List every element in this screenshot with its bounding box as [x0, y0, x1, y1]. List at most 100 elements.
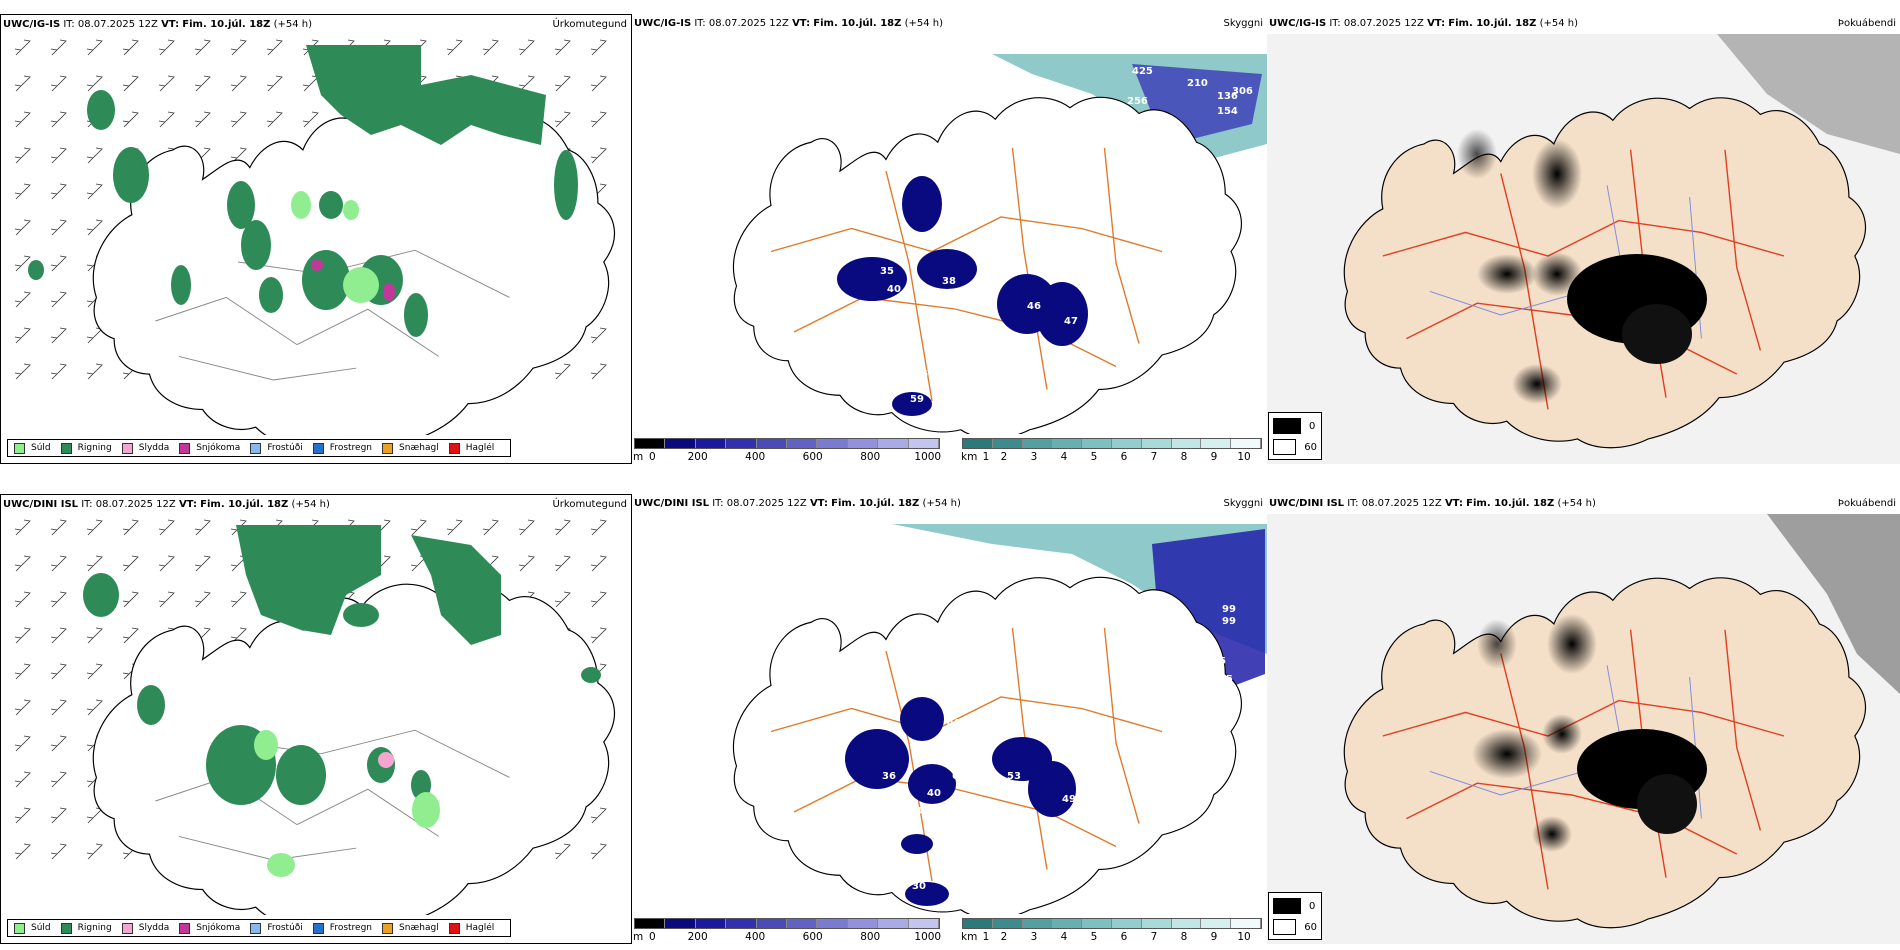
colorbar-tick: 3: [1030, 451, 1038, 463]
panel-title: Skyggni: [1223, 18, 1263, 29]
legend-label: Snæhagl: [399, 443, 439, 453]
cloud-base-value: 130: [1137, 610, 1158, 621]
colorbar-tick: 0: [649, 931, 656, 943]
panel-title: Þokuábendi: [1837, 498, 1896, 509]
legend-swatch: [382, 442, 394, 454]
legend-item: Snæhagl: [382, 442, 439, 454]
panel-title: Skyggni: [1223, 498, 1263, 509]
panel-header: UWC/DINI ISL IT: 08.07.2025 12Z VT: Fim.…: [3, 499, 330, 510]
cloud-base-value: 306: [1232, 86, 1253, 97]
legend-item: Rigning: [60, 922, 112, 934]
colorbar-tick: 600: [802, 931, 823, 943]
fog-panel-bottom: UWC/DINI ISL IT: 08.07.2025 12Z VT: Fim.…: [1267, 494, 1900, 944]
colorbar-tick: 10: [1237, 931, 1251, 943]
legend-swatch: [60, 442, 72, 454]
cloud-base-value: 30: [912, 881, 926, 892]
cloud-base-value: 36: [882, 771, 896, 782]
cloud-base-value: 40: [927, 788, 941, 799]
visibility-colorbar: km 1 2 3 4 5 6 7 8 9 10: [961, 438, 1262, 464]
colorbar-tick: 9: [1210, 931, 1218, 943]
legend-swatch: [312, 922, 324, 934]
panel-header: UWC/IG-IS IT: 08.07.2025 12Z VT: Fim. 10…: [1269, 18, 1578, 29]
colorbar-tick: 1000: [914, 451, 942, 463]
colorbar-tick: 1: [982, 931, 990, 943]
colorbar-tick: 6: [1120, 451, 1128, 463]
legend-label: Slydda: [138, 443, 170, 453]
fog-legend-bottom: 0 60: [1268, 892, 1322, 940]
colorbar-tick: 7: [1150, 451, 1158, 463]
cloud-base-value: 46: [1027, 301, 1041, 312]
colorbar-tick: 400: [745, 931, 766, 943]
legend-swatch: [121, 442, 133, 454]
cloud-base-value: 53: [1007, 771, 1021, 782]
legend-item: Snæhagl: [382, 922, 439, 934]
legend-item: Frostúði: [250, 922, 303, 934]
legend-label: Frostregn: [329, 923, 373, 933]
cloud-base-value: 210: [1187, 78, 1208, 89]
colorbar-tick: 9: [1210, 451, 1218, 463]
colorbar-tick: 6: [1120, 931, 1128, 943]
colorbar-tick: 400: [745, 451, 766, 463]
cloud-base-value: 62: [952, 771, 966, 782]
legend-item: Frostregn: [312, 442, 373, 454]
colorbar-tick: 600: [802, 451, 823, 463]
colorbar-tick: 200: [687, 931, 708, 943]
legend-label: Frostregn: [329, 443, 373, 453]
legend-label: Súld: [31, 443, 51, 453]
legend-item: Súld: [14, 442, 51, 454]
legend-swatch: [121, 922, 133, 934]
colorbar-unit: m: [633, 451, 644, 463]
colorbar-tick: 800: [860, 931, 881, 943]
precip-panel-top: UWC/IG-IS IT: 08.07.2025 12Z VT: Fim. 10…: [0, 14, 632, 464]
colorbar-tick: 4: [1060, 451, 1068, 463]
cloud-base-value: 256: [1127, 96, 1148, 107]
legend-swatch: [448, 442, 460, 454]
cloud-base-value: 55: [1152, 126, 1166, 137]
legend-label: Rigning: [77, 443, 112, 453]
legend-swatch: [14, 922, 25, 934]
cloud-base-value: 59: [1002, 268, 1016, 279]
legend-swatch: [179, 442, 191, 454]
legend-item: Snjókoma: [179, 442, 240, 454]
colorbar-tick: 1: [982, 451, 990, 463]
visibility-colorbar: km 1 2 3 4 5 6 7 8 9 10: [961, 918, 1262, 944]
cloud-base-value: 154: [1217, 106, 1238, 117]
panel-header: UWC/DINI ISL IT: 08.07.2025 12Z VT: Fim.…: [1269, 498, 1596, 509]
legend-item: Snjókoma: [179, 922, 240, 934]
colorbar-tick: 800: [860, 451, 881, 463]
cloud-base-value: 425: [1132, 66, 1153, 77]
cloud-base-value: 40: [947, 718, 961, 729]
colorbar-tick: 8: [1180, 931, 1188, 943]
cloud-base-value: 38: [942, 276, 956, 287]
precip-map: [14, 519, 616, 915]
colorbar-tick: 8: [1180, 451, 1188, 463]
cloud-base-value: 185: [1212, 674, 1233, 685]
cloud-base-value: 35: [880, 266, 894, 277]
legend-item: Frostregn: [312, 922, 373, 934]
legend-item: Slydda: [121, 922, 170, 934]
panel-header: UWC/DINI ISL IT: 08.07.2025 12Z VT: Fim.…: [634, 498, 961, 509]
cloud-base-value: 65: [905, 861, 919, 872]
colorbar-tick: 2: [1000, 451, 1008, 463]
legend-swatch: [14, 442, 25, 454]
panel-header: UWC/IG-IS IT: 08.07.2025 12Z VT: Fim. 10…: [634, 18, 943, 29]
colorbar-unit: km: [961, 931, 978, 943]
colorbar-tick: 1000: [914, 931, 942, 943]
cloud-base-value: 49: [1062, 794, 1076, 805]
cloud-base-value: 18: [1142, 621, 1156, 632]
legend-item: Haglél: [448, 442, 495, 454]
legend-label: Haglél: [465, 923, 495, 933]
legend-item: Súld: [14, 922, 51, 934]
cloud-base-value: 99: [1222, 604, 1236, 615]
legend-label: Haglél: [465, 443, 495, 453]
cloud-base-value: 59: [910, 394, 924, 405]
cloud-base-value: 99: [1222, 616, 1236, 627]
colorbar-tick: 4: [1060, 931, 1068, 943]
cloud-base-value: 30: [1067, 351, 1081, 362]
colorbar-tick: 5: [1090, 451, 1098, 463]
legend-label: Slydda: [138, 923, 170, 933]
